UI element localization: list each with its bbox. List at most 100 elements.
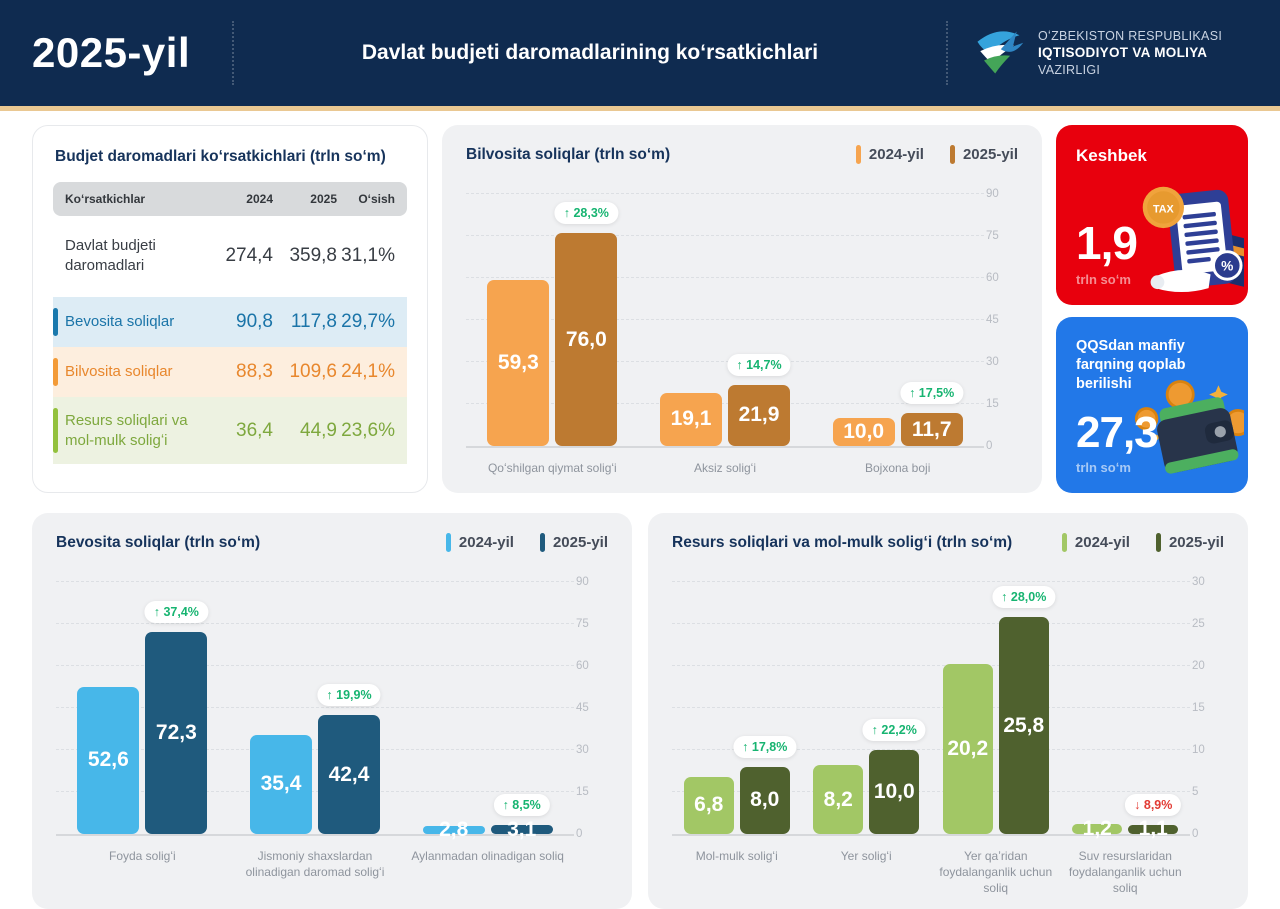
col-2024: 2024 (246, 192, 273, 206)
legend-item: 2024-yil (445, 533, 514, 552)
table-body: Davlat budjeti daromadlari 274,4 359,8 31,1… (53, 216, 407, 464)
value-growth: 23,6% (341, 419, 395, 441)
row-accent-bar (53, 408, 58, 453)
grid-line (672, 665, 1190, 666)
category-label: Jismoniy shaxslardan olinadigan daromad … (245, 849, 385, 880)
chart-title: Resurs soliqlari va mol-mulk soligʻi (tr… (672, 533, 1013, 551)
tax-coin-label: TAX (1153, 203, 1175, 215)
y-axis-tick: 75 (576, 618, 589, 630)
value-2024: 36,4 (236, 419, 273, 441)
bar-bevosita-2024-yil: 52,6 (77, 686, 140, 834)
y-axis-tick: 45 (986, 314, 999, 326)
value-2025: 44,9 (300, 419, 337, 441)
legend-item: 2024-yil (1061, 533, 1130, 552)
y-axis-tick: 30 (986, 356, 999, 368)
chart-legend: 2024-yil 2025-yil (445, 533, 608, 552)
bar-value-label: 1,1 (1138, 817, 1168, 841)
legend-label: 2024-yil (458, 534, 514, 551)
legend-swatch (1061, 533, 1067, 552)
grid-line (56, 665, 574, 666)
grid-line (672, 749, 1190, 750)
bar-group: 10,0 11,7 ↑ 17,5% (811, 194, 984, 446)
bars-row: 52,6 72,3 ↑ 37,4% 35,4 42,4 ↑ 19,9% 2,8 3,1 ↑ 8,… (56, 582, 574, 841)
keshbek-card-title: Keshbek (1076, 146, 1147, 165)
growth-badge: ↑ 22,2% (862, 719, 926, 741)
bar-group: 59,3 76,0 ↑ 28,3% (466, 194, 639, 446)
chart-legend: 2024-yil 2025-yil (855, 145, 1018, 164)
y-axis-tick: 0 (576, 828, 583, 840)
plot-area: 0 15 30 45 60 75 90 52,6 72,3 ↑ 37,4% 35,4 42,4 ↑ 19… (56, 576, 589, 841)
legend-swatch (949, 145, 955, 164)
bar-bevosita-2025-yil: 3,1 ↑ 8,5% (490, 794, 553, 841)
chart-title: Bilvosita soliqlar (trln soʻm) (466, 145, 671, 163)
y-axis-tick: 10 (1192, 744, 1205, 756)
grid-line (672, 623, 1190, 624)
grid-line (466, 277, 984, 278)
bar-bevosita-2025-yil: 42,4 ↑ 19,9% (317, 684, 381, 834)
grid-line (56, 791, 574, 792)
qqs-card-title: QQSdan manfiy farqning qoplab berilishi (1076, 338, 1186, 392)
col-indicators: Koʻrsatkichlar (65, 192, 146, 206)
bar-value-label: 25,8 (1003, 713, 1045, 737)
bar-value-label: 3,1 (507, 817, 537, 841)
bar-group: 8,2 10,0 ↑ 22,2% (802, 582, 932, 834)
category-label: Foyda soligʻi (108, 849, 176, 863)
bar-resurs-2025-yil: 1,1 ↓ 8,9% (1125, 793, 1182, 840)
category-label: Bojxona boji (864, 461, 931, 475)
category-label: Aylanmadan olinadigan soliq (411, 849, 564, 863)
table-title: Budjet daromadlari koʻrsatkichlari (trln… (55, 148, 386, 165)
growth-badge: ↑ 17,5% (900, 382, 964, 405)
growth-badge: ↑ 19,9% (317, 684, 381, 707)
y-axis-tick: 15 (576, 786, 589, 798)
grid-line (466, 235, 984, 236)
bar-resurs-2025-yil: 10,0 ↑ 22,2% (862, 719, 926, 834)
bar-value-label: 2,8 (439, 818, 469, 842)
bar-value-label: 21,9 (738, 403, 780, 427)
grid-line (466, 361, 984, 362)
bar-resurs-2024-yil: 8,2 (813, 765, 864, 834)
legend-item: 2025-yil (539, 533, 608, 552)
value-2025: 109,6 (289, 361, 337, 382)
row-accent-bar (53, 358, 58, 386)
y-axis-tick: 30 (576, 744, 589, 756)
bars-row: 6,8 8,0 ↑ 17,8% 8,2 10,0 ↑ 22,2% 20,2 25,8 ↑ 28,… (672, 582, 1191, 840)
table-row: Bevosita soliqlar 90,8 117,8 29,7% (53, 297, 407, 347)
legend-label: 2025-yil (962, 146, 1018, 163)
growth-badge: ↑ 14,7% (727, 353, 791, 376)
bar-group: 19,1 21,9 ↑ 14,7% (639, 194, 812, 446)
grid-line (672, 707, 1190, 708)
y-axis-tick: 0 (986, 440, 993, 452)
bar-bilvosita-2025-yil: 11,7 ↑ 17,5% (900, 382, 964, 446)
bar-value-label: 8,2 (823, 787, 853, 811)
y-axis-tick: 15 (1192, 702, 1205, 714)
ministry-suffix-label: VAZIRLIGI (1038, 62, 1101, 77)
bar-group: 1,2 1,1 ↓ 8,9% (1061, 582, 1191, 840)
category-label: Qoʻshilgan qiymat soligʻi (487, 461, 617, 475)
bar-bevosita-2024-yil: 35,4 (250, 734, 312, 834)
legend-swatch (1155, 533, 1161, 552)
plot-area: 0 15 30 45 60 75 90 59,3 76,0 ↑ 28,3% 19,1 21,9 ↑ 14… (466, 188, 999, 452)
chart-panel-bilvosita: Bilvosita soliqlar (trln soʻm) 2024-yil 2… (442, 125, 1042, 493)
grid-line (56, 623, 574, 624)
bar-value-label: 59,3 (497, 350, 539, 374)
bar-bevosita-2024-yil: 2,8 (422, 818, 485, 841)
growth-badge: ↑ 17,8% (733, 735, 797, 758)
table-row: Resurs soliqlari va mol-mulk soligʻi 36,4… (53, 397, 407, 464)
category-label: Suv resurslaridan foydalanganlik uchun s… (1068, 849, 1182, 896)
value-growth: 31,1% (341, 244, 395, 266)
category-label: Aksiz soligʻi (694, 461, 757, 475)
wallet-coins-icon (1122, 374, 1248, 491)
col-growth: Oʻsish (358, 192, 395, 206)
bar-value-label: 42,4 (328, 762, 370, 786)
value-2024: 90,8 (236, 311, 273, 332)
row-accent-bar (53, 308, 58, 336)
ministry-logo-block: OʻZBEKISTON RESPUBLIKASI IQTISODIYOT VA … (948, 25, 1248, 81)
y-axis-tick: 45 (576, 702, 589, 714)
bar-resurs-2024-yil: 6,8 (683, 776, 734, 834)
ministry-country-label: OʻZBEKISTON RESPUBLIKASI (1038, 28, 1223, 43)
category-axis: Mol-mulk soligʻi Yer soligʻi Yer qaʼridan … (672, 848, 1190, 897)
bar-value-label: 19,1 (670, 407, 712, 431)
y-axis-tick: 5 (1192, 786, 1199, 798)
year-label: 2025-yil (32, 29, 191, 76)
bar-resurs-2025-yil: 8,0 ↑ 17,8% (733, 735, 797, 834)
